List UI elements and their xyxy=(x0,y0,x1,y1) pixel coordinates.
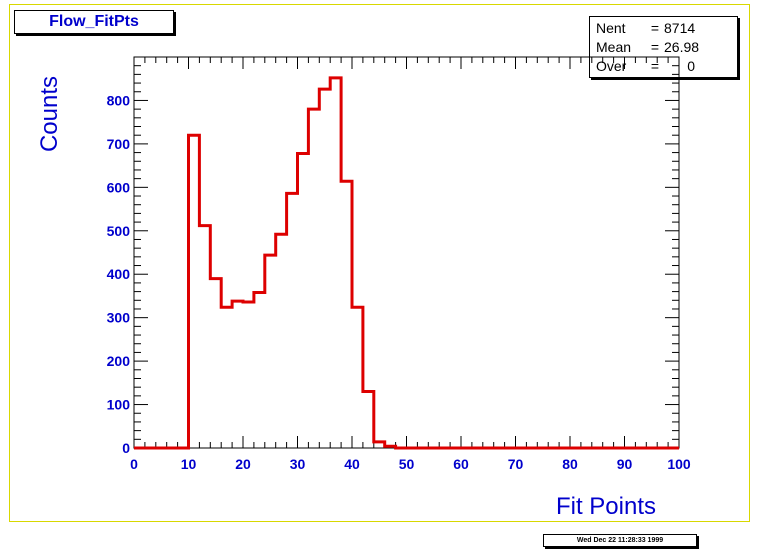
x-tick-label: 50 xyxy=(399,456,415,472)
x-tick-label: 90 xyxy=(617,456,633,472)
stats-value: 26.98 xyxy=(664,39,700,55)
x-axis-tick-labels: 0 10 20 30 40 50 60 70 80 90 100 xyxy=(130,456,691,472)
x-axis-ticks xyxy=(133,57,680,448)
x-tick-label: 20 xyxy=(235,456,251,472)
plot-frame xyxy=(133,56,680,449)
timestamp-stamp: Wed Dec 22 11:28:33 1999 xyxy=(543,534,697,547)
y-tick-label: 700 xyxy=(107,136,131,152)
y-tick-label: 800 xyxy=(107,92,131,108)
x-tick-label: 70 xyxy=(508,456,524,472)
y-axis-title: Counts xyxy=(36,76,63,152)
canvas-frame xyxy=(9,4,750,522)
stats-label: Mean xyxy=(596,39,632,55)
x-tick-label: 10 xyxy=(181,456,197,472)
stats-value: 0 xyxy=(687,58,695,74)
y-tick-label: 0 xyxy=(122,440,130,456)
stats-equals: = xyxy=(650,58,660,74)
histogram-title: Flow_FitPts xyxy=(14,10,174,34)
stats-equals: = xyxy=(650,20,660,36)
stats-row-mean: Mean = 26.98 xyxy=(596,38,731,57)
y-tick-label: 600 xyxy=(107,179,131,195)
y-tick-label: 400 xyxy=(107,266,131,282)
y-axis-tick-labels: 0 100 200 300 400 500 600 700 800 xyxy=(107,92,131,456)
stats-value: 8714 xyxy=(664,20,696,36)
x-tick-label: 30 xyxy=(290,456,306,472)
y-tick-label: 100 xyxy=(107,397,131,413)
stats-box: Nent = 8714 Mean = 26.98 Over = 0 xyxy=(589,16,738,78)
x-tick-label: 100 xyxy=(667,456,691,472)
histogram-series-line xyxy=(134,76,679,450)
y-axis-ticks xyxy=(134,56,679,449)
stats-row-overflow: Over = 0 xyxy=(596,57,731,76)
y-tick-label: 500 xyxy=(107,223,131,239)
stats-row-entries: Nent = 8714 xyxy=(596,19,731,38)
x-tick-label: 0 xyxy=(130,456,138,472)
stats-label: Nent xyxy=(596,20,626,36)
stats-label: Over xyxy=(596,58,627,74)
stats-equals: = xyxy=(650,39,660,55)
y-tick-label: 300 xyxy=(107,310,131,326)
x-axis-title: Fit Points xyxy=(556,493,656,520)
x-tick-label: 80 xyxy=(562,456,578,472)
x-tick-label: 40 xyxy=(344,456,360,472)
x-tick-label: 60 xyxy=(453,456,469,472)
y-tick-label: 200 xyxy=(107,353,131,369)
